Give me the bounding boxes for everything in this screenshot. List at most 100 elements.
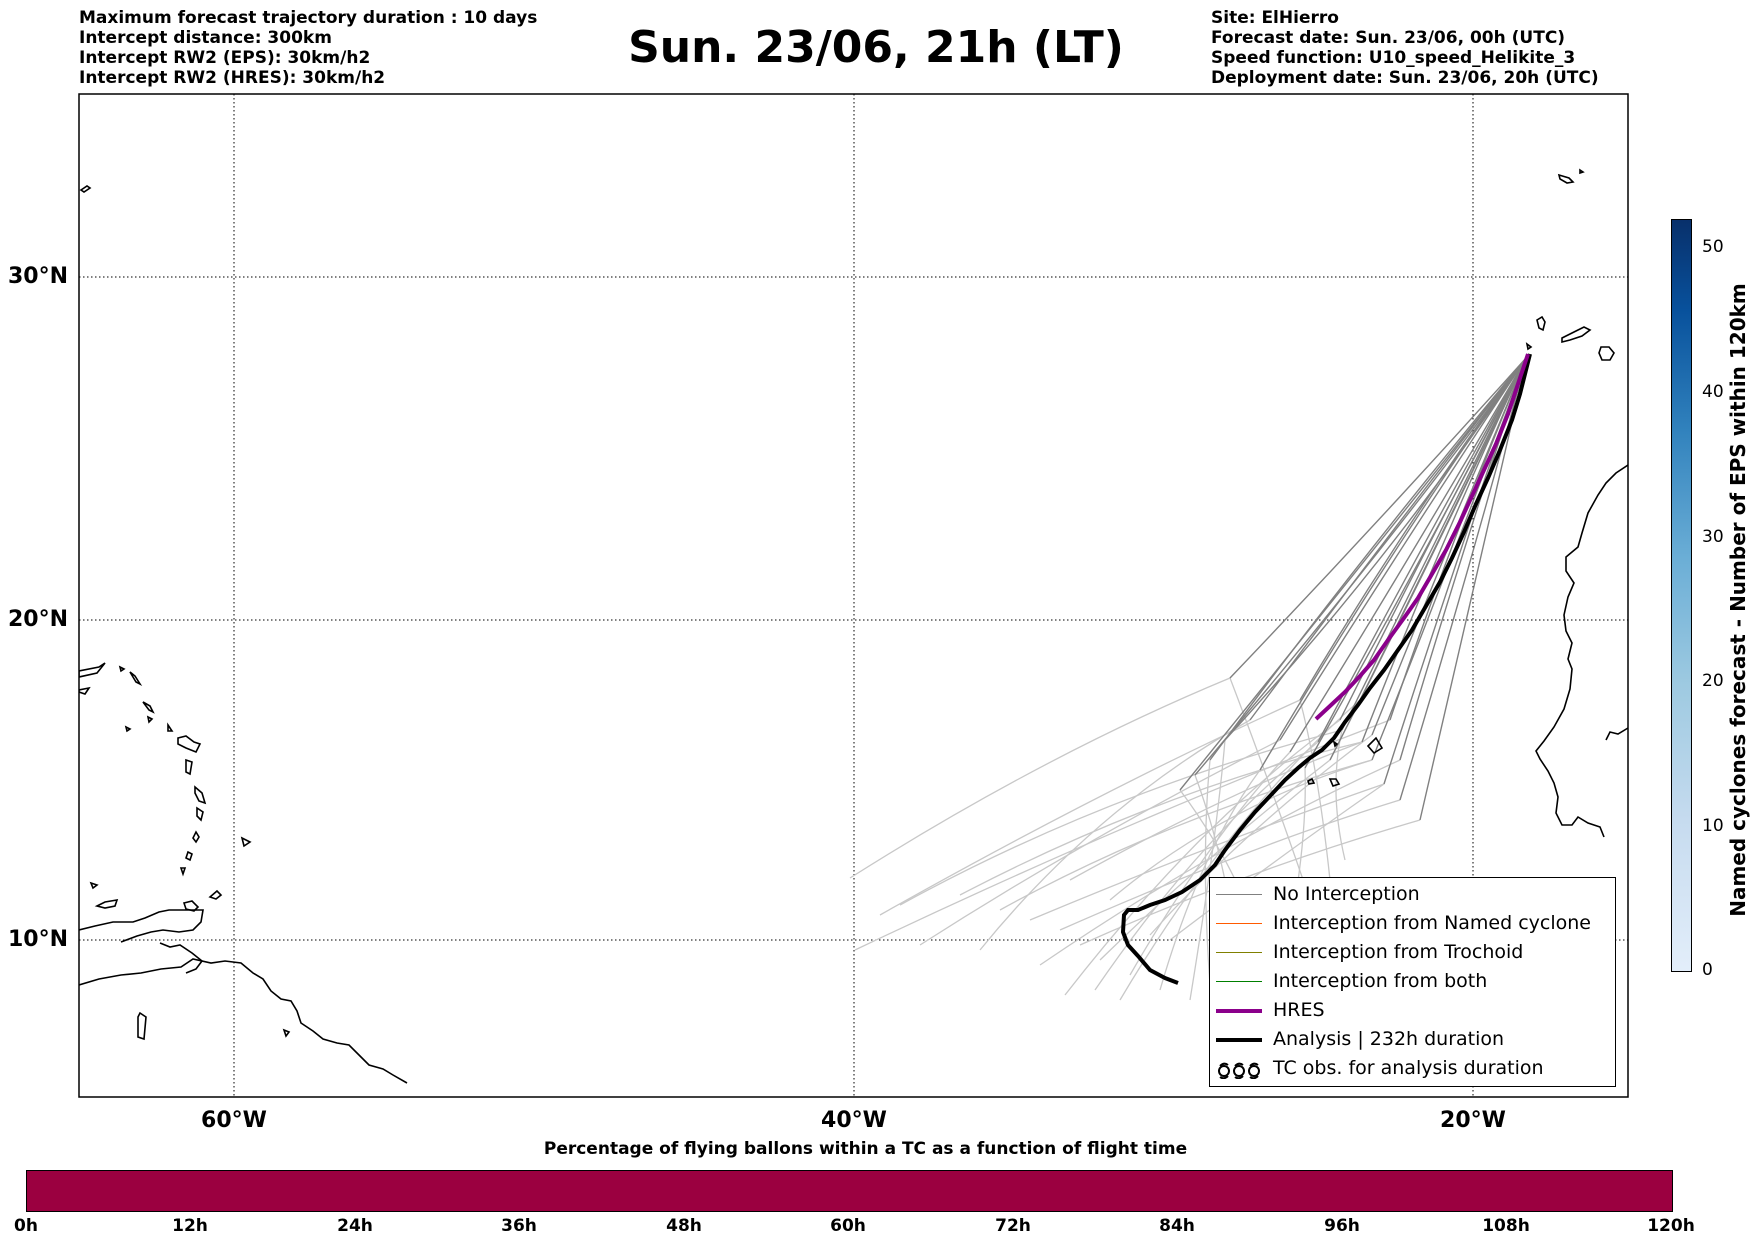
lat-label: 20°N — [8, 607, 69, 632]
header-right-line: Site: ElHierro — [1211, 8, 1339, 28]
eps-trajectory-late — [1099, 759, 1331, 961]
legend-item-no-interception: No Interception — [1210, 881, 1615, 910]
legend-swatch — [1216, 894, 1262, 895]
colorbar-tick-label: 30 — [1702, 527, 1724, 547]
flight-time-tick: 12h — [172, 1216, 208, 1236]
eps-trajectory — [1359, 356, 1528, 701]
flight-time-tick: 120h — [1647, 1216, 1695, 1236]
graticule — [79, 94, 1628, 1097]
colorbar-tick-label: 40 — [1702, 382, 1724, 402]
eps-trajectory — [1341, 356, 1528, 731]
legend-item-hres: HRES — [1210, 997, 1615, 1026]
eps-trajectory-late — [1069, 741, 1363, 881]
legend-label: Interception from both — [1273, 970, 1488, 992]
eps-trajectory-late — [1169, 783, 1385, 941]
flight-time-tick: 72h — [995, 1216, 1031, 1236]
colorbar-tick-label: 10 — [1702, 816, 1724, 836]
legend-item-analysis: Analysis | 232h duration — [1210, 1026, 1615, 1055]
colorbar-tick-label: 20 — [1702, 671, 1724, 691]
map-legend: No Interception Interception from Named … — [1209, 877, 1616, 1087]
eps-trajectory-late — [1109, 759, 1373, 901]
header-right-line: Forecast date: Sun. 23/06, 00h (UTC) — [1211, 28, 1566, 48]
legend-item-tc-obs: TC obs. for analysis duration — [1210, 1055, 1615, 1084]
legend-label: Analysis | 232h duration — [1273, 1028, 1505, 1050]
header-right-line: Deployment date: Sun. 23/06, 20h (UTC) — [1211, 68, 1599, 88]
legend-label: Interception from Trochoid — [1273, 941, 1524, 963]
eps-trajectory-late — [1299, 699, 1331, 881]
eps-trajectory-late — [1335, 729, 1346, 861]
legend-swatch — [1216, 952, 1262, 953]
eps-trajectory — [1279, 356, 1528, 741]
map-title: Sun. 23/06, 21h (LT) — [628, 22, 1124, 73]
lat-label: 30°N — [8, 264, 69, 289]
header-left-line: Intercept RW2 (HRES): 30km/h2 — [79, 68, 386, 88]
eps-trajectory-late — [919, 739, 1281, 946]
flight-time-tick: 0h — [14, 1216, 38, 1236]
legend-label: No Interception — [1273, 883, 1420, 905]
eps-trajectories-late — [849, 677, 1421, 1001]
flight-time-bar-title: Percentage of flying ballons within a TC… — [543, 1139, 1188, 1159]
lat-label: 10°N — [8, 927, 69, 952]
flight-time-tick: 84h — [1159, 1216, 1195, 1236]
legend-label: TC obs. for analysis duration — [1273, 1057, 1544, 1079]
lon-label: 20°W — [1440, 1108, 1506, 1133]
eps-trajectory-late — [1204, 759, 1211, 986]
header-left-info: Maximum forecast trajectory duration : 1… — [79, 8, 537, 88]
header-left-line: Intercept distance: 300km — [79, 28, 332, 48]
eps-trajectory-late — [849, 677, 1231, 879]
flight-time-tick: 48h — [666, 1216, 702, 1236]
lon-label: 60°W — [201, 1108, 267, 1133]
legend-swatch — [1216, 981, 1262, 982]
legend-item-named-cyclone: Interception from Named cyclone — [1210, 910, 1615, 939]
eps-trajectory — [1289, 356, 1528, 753]
legend-swatch — [1216, 923, 1262, 924]
eps-trajectory — [1179, 356, 1528, 791]
eps-trajectory-late — [999, 759, 1373, 911]
eps-trajectory-late — [979, 719, 1251, 951]
eps-trajectory — [1209, 356, 1528, 761]
eps-trajectory — [1299, 356, 1528, 701]
eps-trajectory-late — [899, 729, 1343, 906]
flight-time-tick: 24h — [337, 1216, 373, 1236]
eps-trajectory — [1224, 356, 1528, 741]
legend-label: Interception from Named cyclone — [1273, 912, 1591, 934]
legend-swatch — [1216, 1009, 1262, 1013]
eps-trajectory-late — [854, 719, 1391, 951]
eps-trajectory-late — [959, 741, 1363, 896]
eps-trajectory — [1194, 356, 1528, 776]
colorbar-tick-label: 0 — [1702, 960, 1713, 980]
tc-symbol-icon — [1218, 1062, 1260, 1079]
eps-trajectory-late — [1059, 799, 1401, 931]
flight-time-tick: 108h — [1482, 1216, 1530, 1236]
header-left-line: Maximum forecast trajectory duration : 1… — [79, 8, 538, 28]
flight-time-bar — [26, 1170, 1673, 1212]
header-right-line: Speed function: U10_speed_Helikite_3 — [1211, 48, 1576, 68]
eps-trajectory-late — [1149, 734, 1373, 936]
eps-trajectory-late — [879, 699, 1301, 916]
lon-label: 40°W — [821, 1108, 887, 1133]
eps-trajectory-late — [1229, 677, 1311, 901]
eps-trajectory — [1399, 356, 1528, 801]
eps-trajectory-late — [1064, 719, 1341, 996]
eps-trajectory-late — [1094, 741, 1319, 991]
legend-swatch — [1216, 1038, 1262, 1042]
flight-time-tick: 96h — [1324, 1216, 1360, 1236]
eps-trajectory-late — [1029, 783, 1385, 921]
analysis-trajectory — [1120, 353, 1532, 985]
header-left-line: Intercept RW2 (EPS): 30km/h2 — [79, 48, 371, 68]
colorbar-tick-label: 50 — [1702, 237, 1724, 257]
eps-trajectory — [1229, 356, 1528, 679]
colorbar-title: Named cyclones forecast - Number of EPS … — [1726, 283, 1750, 917]
legend-item-both: Interception from both — [1210, 968, 1615, 997]
legend-label: HRES — [1273, 999, 1325, 1021]
flight-time-tick: 36h — [501, 1216, 537, 1236]
header-right-info: Site: ElHierro Forecast date: Sun. 23/06… — [1211, 8, 1599, 88]
eps-trajectory — [1249, 356, 1528, 721]
cyclone-colorbar — [1671, 219, 1692, 972]
hres-trajectory — [1314, 353, 1530, 721]
map-frame — [78, 93, 1629, 1098]
eps-trajectories — [1179, 356, 1528, 821]
legend-item-trochoid: Interception from Trochoid — [1210, 939, 1615, 968]
coastlines — [79, 168, 1628, 1084]
